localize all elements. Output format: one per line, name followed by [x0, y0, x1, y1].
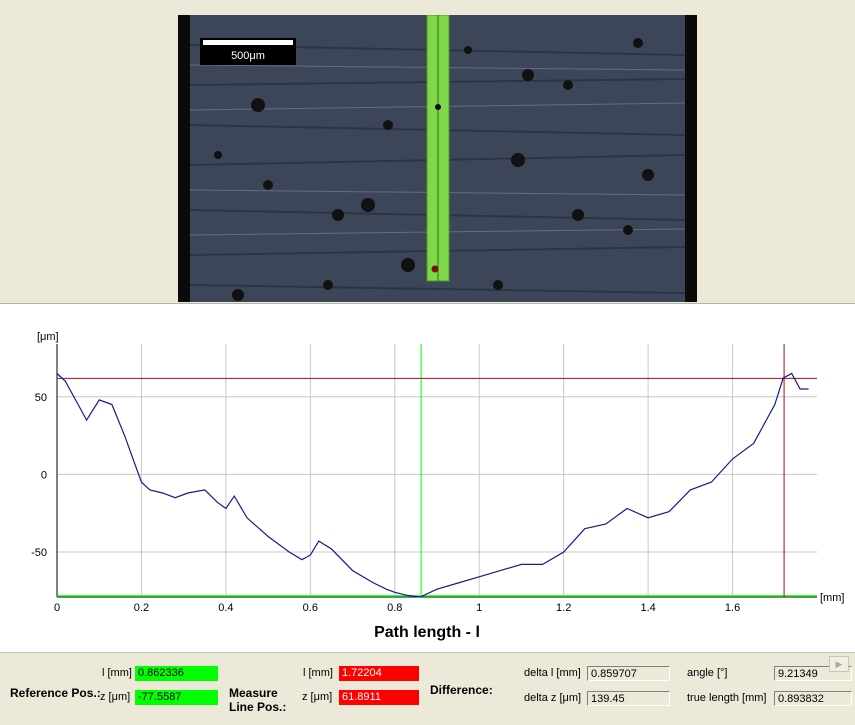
x-tick-label: 1.6 — [725, 602, 740, 614]
profile-chart[interactable]: 0 0.2 0.4 0.6 0.8 1 1.2 1.4 1.6 -50 0 50 [μm] [mm] Pat… — [0, 304, 855, 652]
plot-area — [57, 344, 817, 597]
meas-z-field: 61.8911 — [339, 690, 419, 705]
delta-l-label: delta l [mm] — [524, 667, 581, 679]
ref-z-field: -77.5587 — [135, 690, 218, 705]
profile-chart-panel: 0 0.2 0.4 0.6 0.8 1 1.2 1.4 1.6 -50 0 50 [μm] [mm] Pat… — [0, 304, 855, 652]
x-tick-label: 0 — [54, 602, 60, 614]
profile-series-line — [56, 372, 809, 598]
reference-pos-label: Reference Pos.: — [10, 686, 101, 700]
x-axis-label: Path length - l — [374, 624, 480, 641]
black-border-left — [178, 15, 190, 302]
pits — [214, 38, 654, 301]
scale-bar-label: 500μm — [231, 50, 265, 62]
difference-label: Difference: — [430, 683, 493, 697]
true-length-label: true length [mm] — [687, 692, 767, 704]
status-panel: Reference Pos.: l [mm] 0.862336 z [μm] -… — [0, 652, 855, 725]
angle-label: angle [°] — [687, 667, 728, 679]
ref-z-label: z [μm] — [100, 691, 131, 703]
x-tick-label: 0.6 — [303, 602, 318, 614]
delta-z-label: delta z [μm] — [524, 692, 582, 704]
black-border-right — [685, 15, 697, 302]
microscope-image-svg: 500μm — [178, 14, 697, 302]
x-tick-label: 0.4 — [218, 602, 233, 614]
x-tick-label: 1.2 — [556, 602, 571, 614]
image-panel: 500μm — [0, 0, 855, 304]
ref-l-field: 0.862336 — [135, 666, 218, 681]
x-tick-label: 1.4 — [640, 602, 655, 614]
meas-l-field: 1.72204 — [339, 666, 419, 681]
ref-l-label: l [mm] — [102, 667, 132, 679]
scale-bar — [203, 40, 293, 45]
meas-z-label: z [μm] — [302, 691, 333, 703]
y-axis-label: [μm] — [37, 331, 59, 343]
y-tick-label: 0 — [41, 469, 47, 481]
meas-l-label: l [mm] — [303, 667, 333, 679]
x-tick-label: 0.2 — [134, 602, 149, 614]
delta-l-field: 0.859707 — [587, 666, 670, 681]
measure-marker-lower[interactable] — [431, 265, 439, 273]
y-tick-label: -50 — [31, 547, 47, 559]
y-tick-label: 50 — [35, 392, 47, 404]
true-length-field: 0.893832 — [774, 691, 852, 706]
delta-z-field: 139.45 — [587, 691, 670, 706]
x-unit-label: [mm] — [820, 592, 844, 604]
x-tick-label: 0.8 — [387, 602, 402, 614]
microscope-image[interactable]: 500μm — [178, 14, 697, 302]
scroll-right-icon[interactable]: ▶ — [829, 656, 849, 672]
measure-marker-upper[interactable] — [435, 104, 441, 110]
x-tick-label: 1 — [476, 602, 482, 614]
measure-pos-label: Measure Line Pos.: — [229, 686, 287, 714]
